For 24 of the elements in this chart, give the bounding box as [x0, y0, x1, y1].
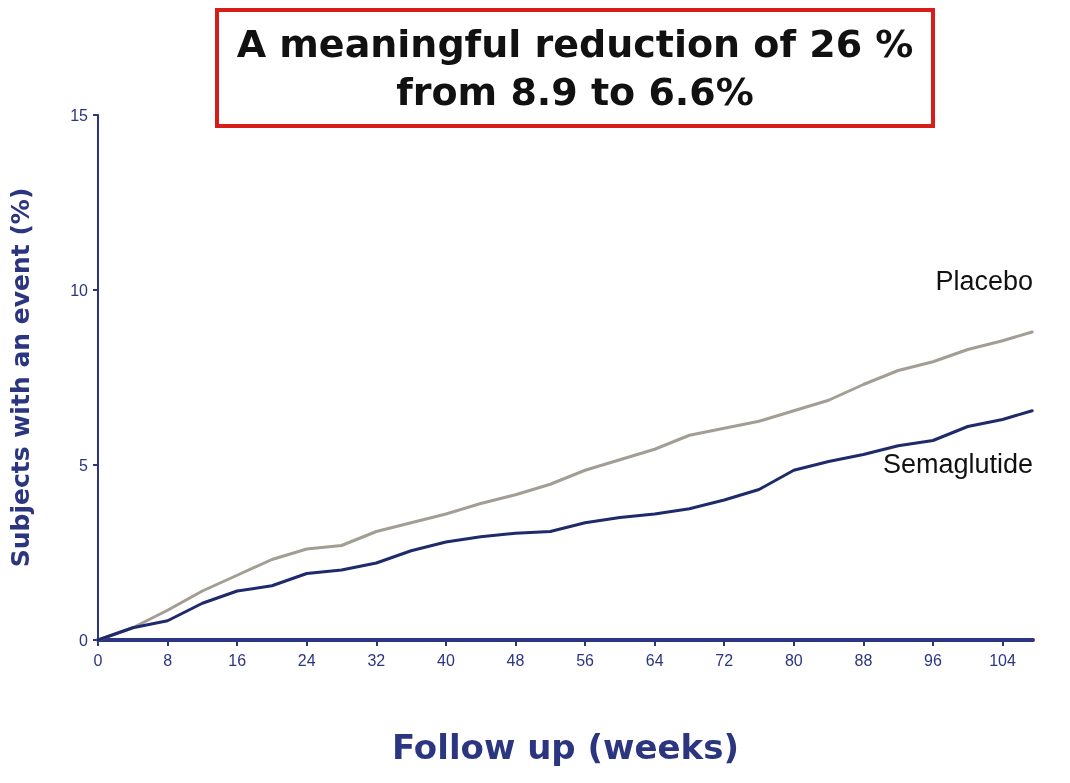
- x-tick-label: 88: [854, 651, 873, 669]
- x-tick-label: 16: [228, 651, 247, 669]
- series-label: Semaglutide: [882, 449, 1034, 480]
- series-label: Placebo: [935, 265, 1034, 296]
- x-axis-title: Follow up (weeks): [392, 727, 739, 767]
- line-series: [96, 409, 1034, 642]
- y-tick-label: 10: [70, 281, 89, 299]
- y-tick-label: 5: [79, 456, 89, 474]
- x-tick-label: 72: [715, 651, 734, 669]
- x-tick-label: 56: [576, 651, 595, 669]
- x-tick-label: 80: [784, 651, 803, 669]
- x-tick-label: 48: [506, 651, 525, 669]
- x-tick-label: 0: [93, 651, 103, 669]
- y-tick-label: 15: [70, 106, 89, 124]
- y-axis-title: Subjects with an event (%): [6, 187, 35, 568]
- y-tick-label: 0: [79, 631, 89, 649]
- x-tick-label: 32: [367, 651, 386, 669]
- x-tick-label: 24: [297, 651, 316, 669]
- x-tick-label: 8: [163, 651, 173, 669]
- x-tick-label: 64: [645, 651, 664, 669]
- x-tick-label: 40: [437, 651, 455, 669]
- x-tick-label: 96: [924, 651, 942, 669]
- x-tick-label: 104: [989, 651, 1016, 669]
- chart-title: A meaningful reduction of 26 % from 8.9 to 6.6%: [236, 22, 914, 114]
